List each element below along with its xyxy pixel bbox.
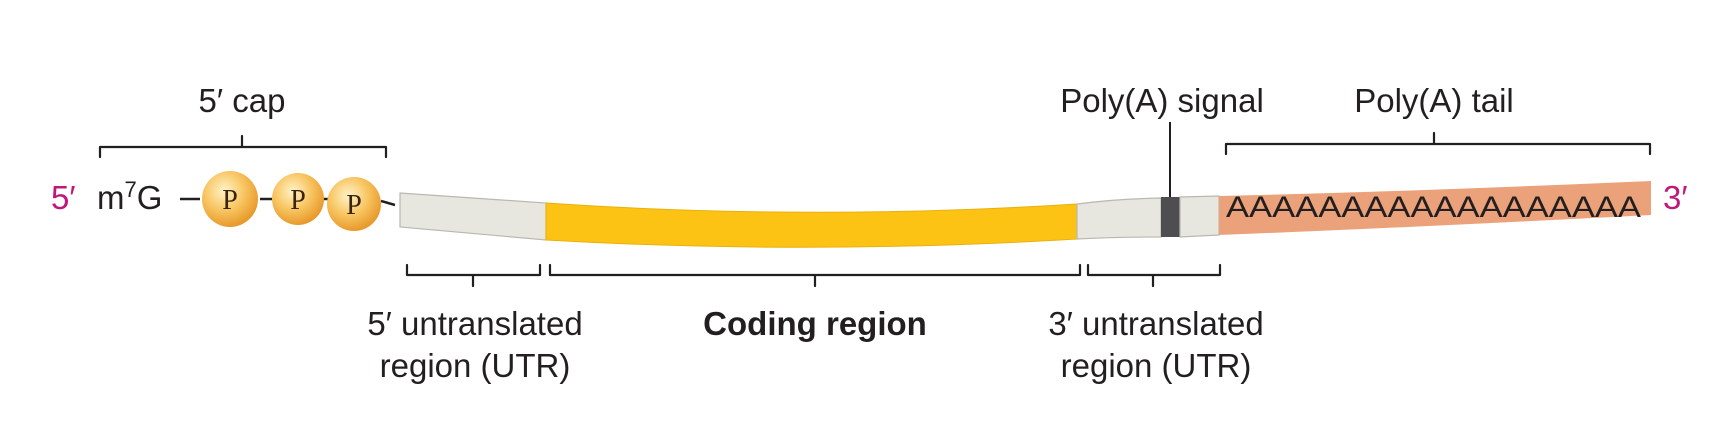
phosphate-1-label: P [222, 185, 238, 216]
coding-region-label: Coding region [703, 305, 927, 342]
polyA-signal-band [1161, 197, 1180, 237]
polyA-tail-label: Poly(A) tail [1354, 82, 1514, 119]
three-prime-end-label: 3′ [1663, 179, 1688, 216]
cap-bracket [98, 134, 388, 159]
cap-bond-4 [380, 199, 396, 207]
polyA-tail-bracket [1224, 131, 1652, 156]
polyA-sequence: AAAAAAAAAAAAAAAAAA [1226, 191, 1641, 224]
coding-segment [545, 202, 1078, 248]
utr5-bracket [405, 263, 542, 288]
polyA-tail-segment [1219, 181, 1651, 235]
utr5-segment [399, 192, 547, 241]
utr3-bracket [1086, 263, 1222, 288]
m7g-superscript: 7 [125, 177, 137, 202]
polyA-signal-label: Poly(A) signal [1060, 82, 1264, 119]
phosphate-3: P [327, 177, 381, 231]
utr3-label-line1: 3′ untranslated [1048, 305, 1263, 342]
phosphate-1: P [202, 171, 258, 227]
phosphate-2: P [272, 173, 324, 225]
coding-bracket [548, 263, 1082, 288]
utr3-label-line2: region (UTR) [1061, 347, 1252, 384]
phosphate-2-label: P [290, 185, 306, 216]
utr3-segment-a [1076, 197, 1162, 240]
utr5-label-line1: 5′ untranslated [367, 305, 582, 342]
utr3-segment-b [1179, 195, 1220, 238]
phosphate-3-label: P [346, 190, 362, 221]
cap-label: 5′ cap [199, 82, 286, 119]
m7g-suffix: G [137, 179, 163, 216]
five-prime-end-label: 5′ [51, 179, 76, 216]
utr5-label-line2: region (UTR) [380, 347, 571, 384]
m7g-label: m7G [97, 177, 162, 216]
m7g-base: m [97, 179, 125, 216]
